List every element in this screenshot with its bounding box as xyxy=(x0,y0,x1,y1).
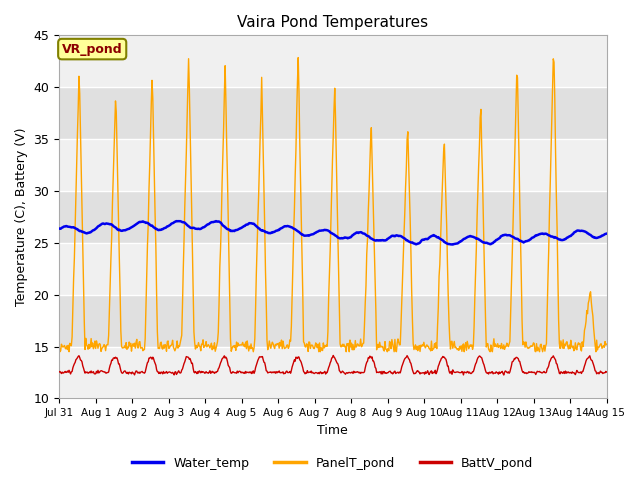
Bar xyxy=(59,87,607,139)
Bar xyxy=(59,347,607,398)
Text: VR_pond: VR_pond xyxy=(62,43,122,56)
X-axis label: Time: Time xyxy=(317,424,348,437)
Bar xyxy=(59,243,607,295)
Bar xyxy=(59,139,607,191)
Title: Vaira Pond Temperatures: Vaira Pond Temperatures xyxy=(237,15,428,30)
Bar xyxy=(59,36,607,87)
Bar xyxy=(59,295,607,347)
Bar xyxy=(59,191,607,243)
Y-axis label: Temperature (C), Battery (V): Temperature (C), Battery (V) xyxy=(15,128,28,306)
Legend: Water_temp, PanelT_pond, BattV_pond: Water_temp, PanelT_pond, BattV_pond xyxy=(127,452,538,475)
